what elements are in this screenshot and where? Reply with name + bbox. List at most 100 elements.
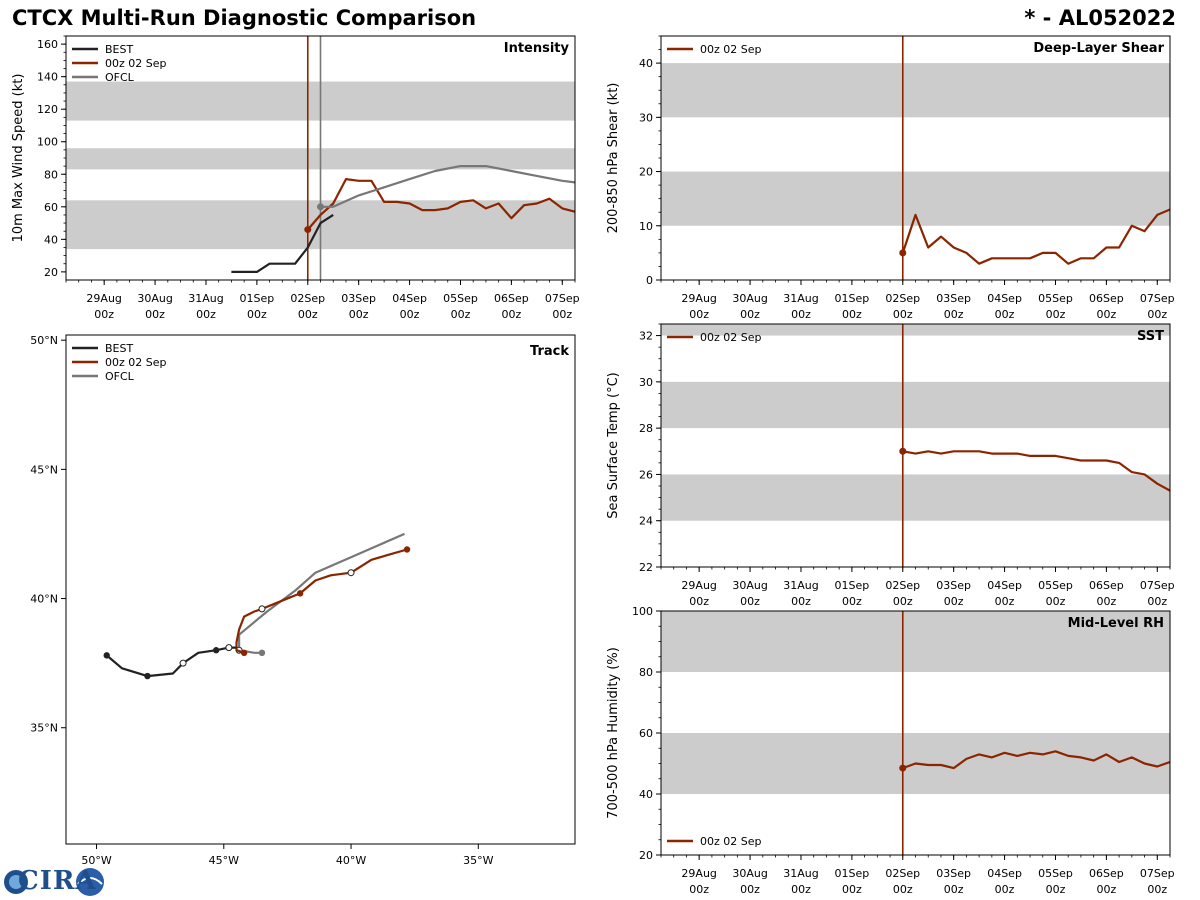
panel-title: SST: [1137, 329, 1164, 344]
track-point-filled: [258, 649, 266, 657]
legend-label: 00z 02 Sep: [105, 356, 167, 369]
x-tick-hour: 00z: [689, 883, 709, 896]
x-tick-hour: 00z: [791, 595, 811, 608]
y-tick-label: 28: [639, 422, 653, 435]
panel-title: Track: [530, 344, 569, 359]
x-tick-hour: 00z: [689, 308, 709, 321]
x-tick-day: 07Sep: [1140, 579, 1175, 592]
y-tick-label: 32: [639, 330, 653, 343]
x-tick-day: 31Aug: [783, 579, 818, 592]
series-line-run: [306, 178, 576, 231]
x-tick-hour: 00z: [842, 595, 862, 608]
x-tick-day: 02Sep: [885, 579, 920, 592]
x-tick-day: 01Sep: [240, 292, 275, 305]
x-tick-day: 04Sep: [987, 867, 1022, 880]
x-tick-hour: 00z: [1147, 308, 1167, 321]
x-tick-day: 04Sep: [987, 579, 1022, 592]
x-tick-hour: 00z: [501, 308, 521, 321]
x-tick-hour: 00z: [400, 308, 420, 321]
series-start-marker: [899, 249, 907, 257]
x-tick-hour: 00z: [349, 308, 369, 321]
plot-frame: [660, 323, 1171, 568]
track-point-open: [225, 644, 233, 652]
panel-title: Deep-Layer Shear: [1033, 41, 1164, 56]
cira-logo-icon: [4, 868, 104, 896]
x-tick-hour: 00z: [451, 308, 471, 321]
x-tick-hour: 00z: [740, 595, 760, 608]
series-line-run: [902, 450, 1171, 492]
x-tick-day: 05Sep: [443, 292, 478, 305]
series-line-ofcl: [320, 165, 576, 208]
threshold-band: [661, 324, 1170, 336]
x-tick-day: 03Sep: [936, 867, 971, 880]
x-tick-hour: 00z: [740, 883, 760, 896]
track-point-filled: [144, 672, 151, 680]
lat-tick-label: 35°N: [30, 722, 58, 735]
x-tick-day: 01Sep: [835, 292, 870, 305]
series-start-marker: [899, 764, 907, 772]
x-tick-day: 01Sep: [835, 579, 870, 592]
y-axis-label: 200-850 hPa Shear (kt): [606, 83, 621, 234]
legend-label: 00z 02 Sep: [700, 835, 762, 848]
plot-frame: [660, 610, 1171, 856]
threshold-band: [661, 63, 1170, 118]
x-tick-hour: 00z: [944, 883, 964, 896]
x-tick-day: 07Sep: [545, 292, 580, 305]
y-axis-label: Sea Surface Temp (°C): [606, 372, 621, 519]
shear-panel: 0 10 20 30 40 29Aug 00z 30Aug 00z 31Aug 00z 01Sep 00…: [606, 35, 1175, 321]
x-tick-hour: 00z: [1046, 308, 1066, 321]
x-tick-day: 30Aug: [732, 867, 767, 880]
y-tick-label: 26: [639, 468, 653, 481]
map-frame: [65, 334, 576, 845]
track-point-filled: [240, 649, 248, 657]
x-tick-hour: 00z: [1096, 595, 1116, 608]
legend-label: 00z 02 Sep: [700, 331, 762, 344]
x-tick-day: 04Sep: [392, 292, 427, 305]
y-tick-label: 100: [632, 605, 653, 618]
x-tick-day: 03Sep: [936, 292, 971, 305]
sst-panel: 22 24 26 28 30 32 29Aug 00z 30Aug 00z 31Aug 00z 01Se…: [606, 323, 1175, 608]
plot-area: [661, 324, 1170, 567]
x-tick-day: 31Aug: [188, 292, 223, 305]
x-tick-hour: 00z: [689, 595, 709, 608]
y-tick-label: 40: [639, 57, 653, 70]
track-point-filled: [103, 652, 110, 659]
x-tick-day: 07Sep: [1140, 292, 1175, 305]
series-start-marker: [899, 447, 907, 455]
x-tick-day: 05Sep: [1038, 292, 1073, 305]
x-tick-day: 01Sep: [835, 867, 870, 880]
plot-frame: [660, 35, 1171, 281]
x-tick-hour: 00z: [944, 595, 964, 608]
cira-logo-text: CIRA: [18, 866, 97, 896]
x-tick-hour: 00z: [94, 308, 114, 321]
x-tick-hour: 00z: [1096, 308, 1116, 321]
map-area: [66, 335, 575, 844]
panel-title: Intensity: [504, 41, 570, 56]
x-tick-day: 29Aug: [86, 292, 121, 305]
plot-frame: [65, 35, 576, 281]
x-tick-day: 29Aug: [681, 292, 716, 305]
lon-tick-label: 35°W: [463, 854, 493, 867]
x-tick-hour: 00z: [944, 308, 964, 321]
y-tick-label: 30: [639, 376, 653, 389]
y-tick-label: 120: [37, 103, 58, 116]
x-tick-day: 07Sep: [1140, 867, 1175, 880]
track-point-filled: [403, 546, 411, 553]
panel-title: Mid-Level RH: [1068, 616, 1164, 631]
track-point-filled: [296, 590, 304, 597]
x-tick-day: 06Sep: [1089, 292, 1124, 305]
x-tick-day: 06Sep: [494, 292, 529, 305]
rh-panel: 20 40 60 80 100 29Aug 00z 30Aug 00z 31Aug 00z 01Sep…: [606, 605, 1175, 896]
y-axis-label: 700-500 hPa Humidity (%): [606, 647, 621, 819]
y-tick-label: 80: [639, 666, 653, 679]
x-tick-day: 02Sep: [885, 292, 920, 305]
y-tick-label: 22: [639, 561, 653, 574]
track-point-open: [347, 569, 355, 577]
x-tick-day: 31Aug: [783, 867, 818, 880]
threshold-band: [661, 474, 1170, 521]
lon-tick-label: 50°W: [81, 854, 111, 867]
x-tick-day: 03Sep: [341, 292, 376, 305]
x-tick-hour: 00z: [995, 883, 1015, 896]
track-point-filled: [212, 647, 220, 654]
